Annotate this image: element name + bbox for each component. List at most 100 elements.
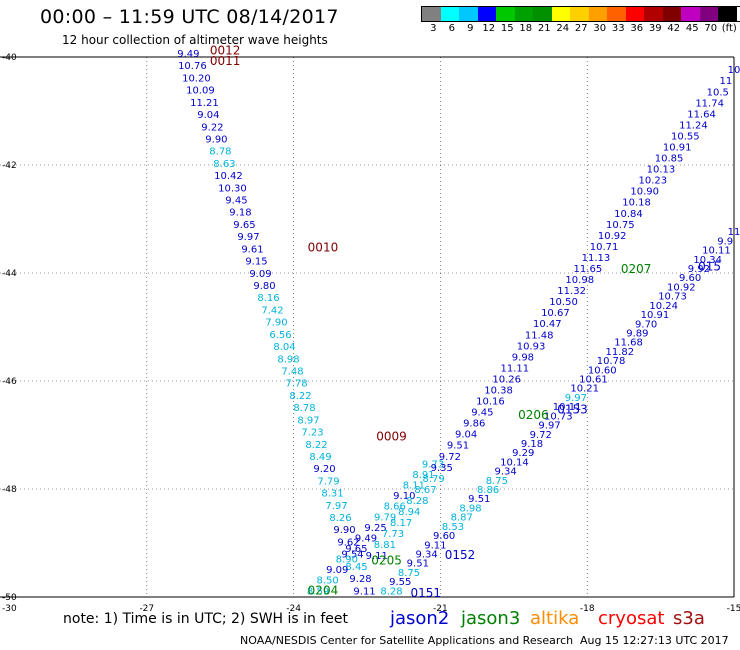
swh-value: 8.53 bbox=[442, 522, 464, 533]
swh-value: 10.38 bbox=[484, 386, 513, 397]
swh-value: 8.67 bbox=[414, 485, 436, 496]
swh-value: 9.60 bbox=[679, 273, 701, 284]
swh-value: 9.9 bbox=[717, 236, 733, 247]
legend-swatch bbox=[718, 7, 737, 21]
legend-label: 15 bbox=[500, 23, 514, 34]
swh-value: 7.79 bbox=[317, 476, 339, 487]
swh-value: 10.18 bbox=[622, 198, 651, 209]
swh-value: 9.09 bbox=[326, 565, 348, 576]
swh-value: 9.11 bbox=[366, 551, 388, 562]
satellite-label-altika: altika bbox=[530, 608, 580, 629]
swh-value: 9.11 bbox=[353, 586, 375, 597]
swh-value: 8.28 bbox=[380, 586, 402, 597]
swh-value: 9.72 bbox=[439, 452, 461, 463]
swh-value: 8.11 bbox=[403, 481, 425, 492]
swh-value: 10.73 bbox=[544, 411, 573, 422]
swh-value: 6.56 bbox=[269, 330, 291, 341]
legend-label: 24 bbox=[556, 23, 570, 34]
lon-tick-label: -15 bbox=[727, 604, 740, 614]
swh-value: 11 bbox=[720, 76, 733, 87]
lon-tick-label: -24 bbox=[286, 604, 301, 614]
swh-value: 9.97 bbox=[565, 393, 587, 404]
lat-tick-label: -42 bbox=[2, 161, 17, 171]
pass-time-label: 0010 bbox=[308, 240, 339, 254]
swh-value: 9.79 bbox=[374, 512, 396, 523]
swh-value: 9.72 bbox=[530, 430, 552, 441]
lon-tick-label: -18 bbox=[580, 604, 595, 614]
swh-value: 7.42 bbox=[261, 305, 283, 316]
legend-swatch bbox=[699, 7, 718, 21]
legend-label: 36 bbox=[630, 23, 644, 34]
swh-value: 8.49 bbox=[309, 452, 331, 463]
swh-value: 10.11 bbox=[702, 246, 731, 257]
swh-value: 9.51 bbox=[407, 559, 429, 570]
footer-timestamp: Aug 15 12:27:13 UTC 2017 bbox=[580, 634, 729, 647]
swh-value: 9.11 bbox=[424, 540, 446, 551]
swh-value: 10.34 bbox=[693, 255, 722, 266]
swh-value: 9.51 bbox=[468, 494, 490, 505]
legend-label: 30 bbox=[593, 23, 607, 34]
swh-value: 10.5 bbox=[707, 87, 729, 98]
legend-swatches bbox=[421, 6, 740, 22]
swh-value: 8.22 bbox=[305, 440, 327, 451]
swh-value: 9.80 bbox=[253, 281, 275, 292]
satellite-label-cryosat: cryosat bbox=[598, 608, 665, 629]
swh-value: 11.11 bbox=[500, 363, 529, 374]
legend-label: 45 bbox=[685, 23, 699, 34]
legend-label: 27 bbox=[574, 23, 588, 34]
swh-value: 9.15 bbox=[245, 257, 267, 268]
swh-value: 8.98 bbox=[277, 354, 299, 365]
legend-label: 6 bbox=[448, 23, 455, 34]
swh-value: 10.24 bbox=[649, 301, 678, 312]
pass-time-label: 0009 bbox=[376, 429, 407, 443]
swh-value: 9.89 bbox=[626, 328, 648, 339]
swh-value: 8.63 bbox=[213, 159, 235, 170]
swh-value: 10.13 bbox=[647, 165, 676, 176]
swh-value: 10.09 bbox=[186, 86, 215, 97]
swh-value: 8.16 bbox=[257, 293, 279, 304]
lat-tick-label: -50 bbox=[2, 593, 17, 603]
pass-time-label: 0206 bbox=[518, 408, 549, 422]
legend-swatch bbox=[607, 7, 626, 21]
swh-value: 8.98 bbox=[459, 503, 481, 514]
swh-value: 10.26 bbox=[492, 374, 521, 385]
swh-value: 9.34 bbox=[495, 467, 517, 478]
swh-value: 8.78 bbox=[209, 147, 231, 158]
pass-time-label: 0152 bbox=[445, 548, 476, 562]
page-subtitle: 12 hour collection of altimeter wave hei… bbox=[62, 33, 328, 47]
swh-value: 8.28 bbox=[406, 496, 428, 507]
swh-value: 10.91 bbox=[663, 143, 692, 154]
swh-value: 9.61 bbox=[241, 244, 263, 255]
color-legend: 3 6 9 12 15 18 21 24 27 30 33 36 39 42 45 70 (ft) bbox=[421, 6, 740, 36]
pass-time-label: 0151 bbox=[410, 586, 441, 600]
swh-value: 10.85 bbox=[655, 154, 684, 165]
swh-value: 9.28 bbox=[349, 574, 371, 585]
legend-label: 18 bbox=[519, 23, 533, 34]
swh-value: 7.23 bbox=[301, 428, 323, 439]
satellite-label-jason2: jason2 bbox=[390, 608, 450, 629]
swh-value: 9.35 bbox=[431, 463, 453, 474]
swh-value: 10.75 bbox=[606, 220, 635, 231]
pass-time-label: 0205 bbox=[371, 554, 402, 568]
satellite-label-s3a: s3a bbox=[673, 608, 705, 629]
swh-value: 8.90 bbox=[336, 555, 358, 566]
swh-value: 10.14 bbox=[500, 457, 529, 468]
swh-value: 11.68 bbox=[614, 338, 643, 349]
swh-value: 10.50 bbox=[549, 297, 578, 308]
swh-value: 9.20 bbox=[313, 464, 335, 475]
swh-value: 9.18 bbox=[229, 208, 251, 219]
swh-value: 9.18 bbox=[521, 439, 543, 450]
note-text: note: 1) Time is in UTC; 2) SWH is in fe… bbox=[63, 611, 349, 627]
swh-value: 11 bbox=[728, 227, 740, 238]
swh-value: 10.76 bbox=[178, 61, 207, 72]
swh-value: 9.25 bbox=[364, 523, 386, 534]
swh-value: 10.23 bbox=[638, 176, 667, 187]
legend-swatch bbox=[514, 7, 533, 21]
swh-value: 10.42 bbox=[214, 171, 243, 182]
swh-value: 11.21 bbox=[190, 98, 219, 109]
swh-value: 9.49 bbox=[177, 49, 199, 60]
swh-value: 8.17 bbox=[390, 518, 412, 529]
lat-tick-label: -48 bbox=[2, 485, 17, 495]
legend-labels: 3 6 9 12 15 18 21 24 27 30 33 36 39 42 45 70 (ft) bbox=[421, 22, 740, 36]
